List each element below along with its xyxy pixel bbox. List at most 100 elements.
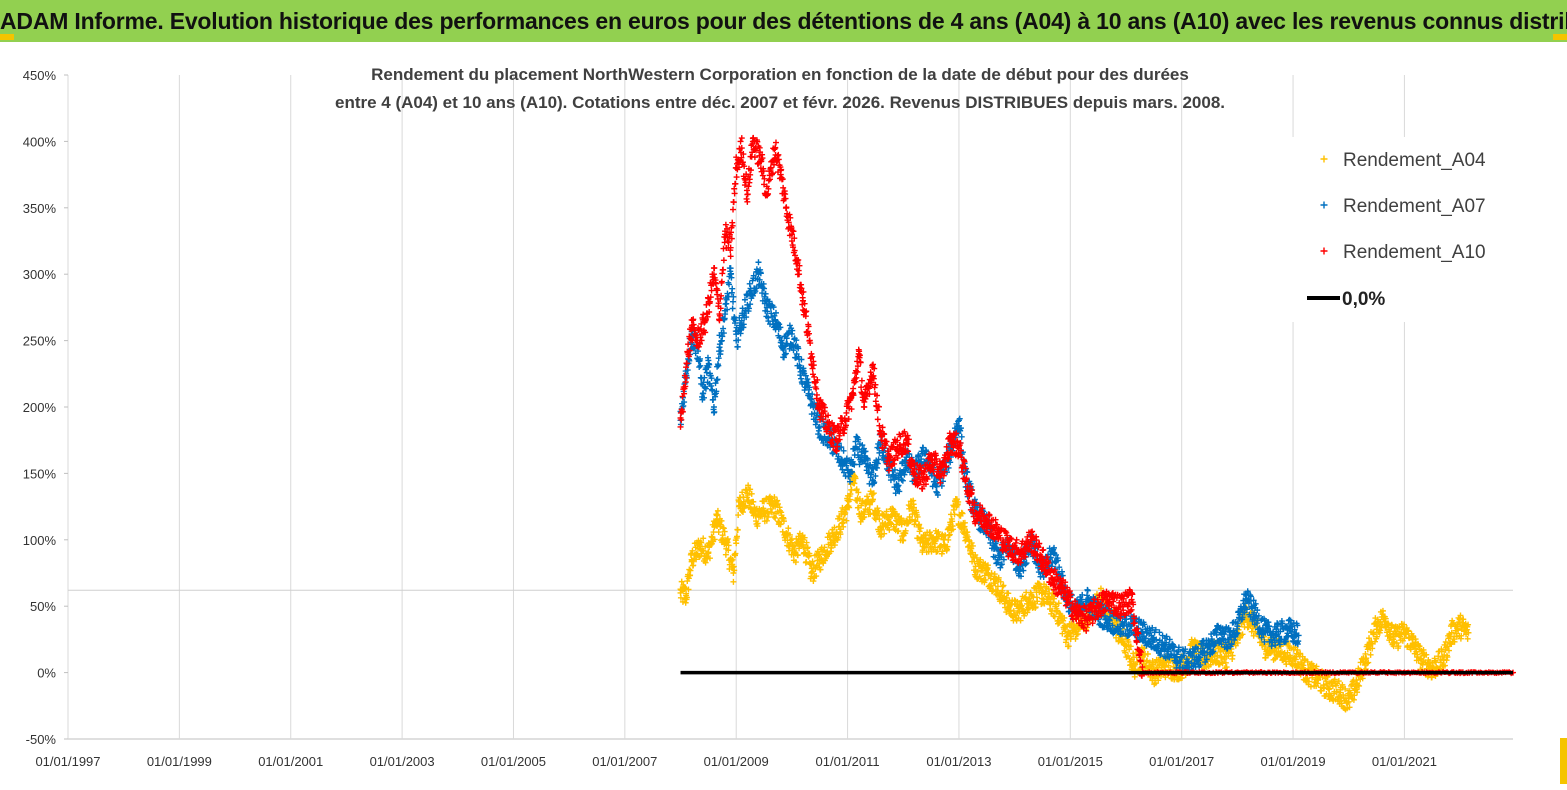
data-point	[772, 503, 779, 510]
data-point	[1113, 634, 1120, 641]
data-point	[1003, 609, 1010, 616]
data-point	[984, 562, 991, 569]
data-point	[1442, 638, 1449, 645]
data-point	[792, 559, 799, 566]
data-point	[1415, 642, 1422, 649]
data-point	[817, 566, 824, 573]
data-point	[680, 402, 687, 409]
data-point	[844, 503, 851, 510]
data-point	[850, 385, 857, 392]
data-point	[798, 375, 805, 382]
data-point	[678, 578, 685, 585]
data-point	[716, 344, 723, 351]
data-point	[809, 558, 816, 565]
data-point	[928, 543, 935, 550]
data-point	[772, 514, 779, 521]
data-point	[816, 556, 823, 563]
data-point	[945, 536, 952, 543]
data-point	[732, 317, 739, 324]
data-point	[697, 362, 704, 369]
data-point	[681, 399, 688, 406]
data-point	[881, 530, 888, 537]
data-point	[1222, 659, 1229, 666]
data-point	[1382, 624, 1389, 631]
data-point	[1144, 651, 1151, 658]
data-point	[699, 390, 706, 397]
data-point	[850, 477, 857, 484]
y-tick-label: 0%	[37, 666, 56, 681]
y-tick-label: 150%	[23, 466, 57, 481]
data-point	[916, 521, 923, 528]
data-point	[918, 535, 925, 542]
data-point	[959, 510, 966, 517]
data-point	[1097, 585, 1104, 592]
data-point	[1025, 596, 1032, 603]
data-point	[688, 556, 695, 563]
data-point	[1333, 688, 1340, 695]
data-point	[726, 281, 733, 288]
data-point	[686, 566, 693, 573]
data-point	[739, 509, 746, 516]
data-point	[1414, 651, 1421, 658]
x-tick-label: 01/01/2017	[1149, 754, 1214, 769]
data-point	[1335, 678, 1342, 685]
data-point	[734, 526, 741, 533]
x-axis: 01/01/1997 01/01/1999 01/01/2001 01/01/2003…	[35, 754, 1436, 769]
data-point	[1014, 609, 1021, 616]
data-point	[1337, 689, 1344, 696]
data-point	[695, 348, 702, 355]
data-point	[1034, 598, 1041, 605]
data-point	[803, 539, 810, 546]
data-point	[886, 526, 893, 533]
data-point	[722, 551, 729, 558]
y-tick-label: 100%	[23, 533, 57, 548]
data-point	[1161, 662, 1168, 669]
data-point	[711, 265, 718, 272]
data-point	[696, 364, 703, 371]
y-axis: 450%400%350%300%250%200%150%100%50%0%-50…	[23, 68, 57, 747]
y-tick-label: 50%	[30, 599, 56, 614]
data-point	[1450, 619, 1457, 626]
data-point	[1458, 632, 1465, 639]
series-Rendement_A04	[677, 469, 1472, 713]
data-point	[721, 528, 728, 535]
data-point	[769, 509, 776, 516]
y-tick-label: 350%	[23, 201, 57, 216]
x-tick-label: 01/01/2011	[816, 754, 880, 769]
data-point	[1460, 616, 1467, 623]
data-point	[712, 380, 719, 387]
data-point	[1126, 646, 1133, 653]
data-point	[730, 578, 737, 585]
data-point	[1387, 628, 1394, 635]
data-point	[744, 490, 751, 497]
data-point	[727, 253, 734, 260]
data-point	[1304, 658, 1311, 665]
data-point	[1396, 624, 1403, 631]
data-point	[958, 433, 965, 440]
data-point	[724, 535, 731, 542]
data-point	[1420, 646, 1427, 653]
data-point	[808, 570, 815, 576]
chart-plot-area	[677, 134, 1516, 713]
data-point	[720, 325, 727, 332]
data-point	[961, 523, 968, 530]
data-point	[930, 536, 937, 543]
data-point	[942, 543, 949, 550]
data-point	[1323, 681, 1330, 688]
data-point	[1359, 675, 1366, 682]
data-point	[1223, 664, 1230, 671]
data-point	[733, 174, 740, 181]
data-point	[720, 266, 727, 273]
data-point	[729, 556, 736, 563]
data-point	[1370, 629, 1377, 636]
data-point	[702, 385, 709, 392]
data-point	[1393, 639, 1400, 646]
data-point	[708, 375, 715, 382]
data-point	[916, 528, 923, 535]
data-point	[720, 525, 727, 532]
data-point	[821, 544, 828, 551]
data-point	[737, 138, 744, 145]
data-point	[682, 585, 689, 592]
data-point	[1131, 662, 1138, 669]
data-point	[742, 502, 749, 509]
